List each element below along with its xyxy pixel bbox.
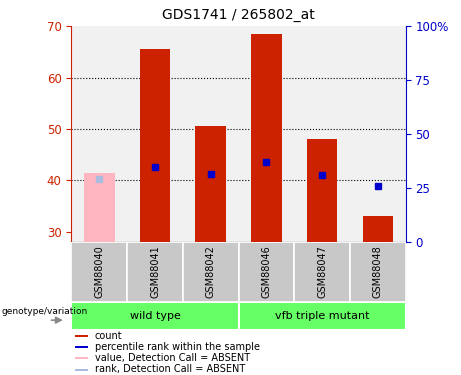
Bar (71, 302, 239, 330)
Bar (75, 369, 88, 371)
Bar (183, 242, 238, 302)
Text: GSM88046: GSM88046 (261, 246, 272, 298)
Bar (75, 335, 88, 337)
Bar (140, 50, 170, 242)
Text: GSM88040: GSM88040 (95, 246, 104, 298)
Bar (127, 242, 183, 302)
Bar (350, 26, 406, 242)
Bar (75, 357, 88, 360)
Text: vfb triple mutant: vfb triple mutant (275, 311, 369, 321)
Text: wild type: wild type (130, 311, 180, 321)
Bar (350, 242, 406, 302)
Bar (75, 346, 88, 348)
Text: GSM88047: GSM88047 (317, 246, 327, 298)
Bar (71, 26, 127, 242)
Text: GSM88041: GSM88041 (150, 246, 160, 298)
Bar (195, 126, 226, 242)
Bar (127, 26, 183, 242)
Text: percentile rank within the sample: percentile rank within the sample (95, 342, 260, 352)
Bar (294, 242, 350, 302)
Bar (294, 26, 350, 242)
Text: rank, Detection Call = ABSENT: rank, Detection Call = ABSENT (95, 364, 245, 374)
Title: GDS1741 / 265802_at: GDS1741 / 265802_at (162, 9, 315, 22)
Bar (238, 242, 294, 302)
Bar (84, 172, 115, 242)
Bar (238, 26, 294, 242)
Bar (362, 216, 393, 242)
Bar (307, 139, 337, 242)
Bar (183, 26, 238, 242)
Bar (251, 34, 282, 242)
Bar (238, 302, 406, 330)
Text: GSM88042: GSM88042 (206, 246, 216, 298)
Text: genotype/variation: genotype/variation (1, 307, 88, 316)
Text: GSM88048: GSM88048 (373, 246, 383, 298)
Bar (71, 242, 127, 302)
Text: value, Detection Call = ABSENT: value, Detection Call = ABSENT (95, 353, 250, 363)
Text: count: count (95, 331, 123, 340)
